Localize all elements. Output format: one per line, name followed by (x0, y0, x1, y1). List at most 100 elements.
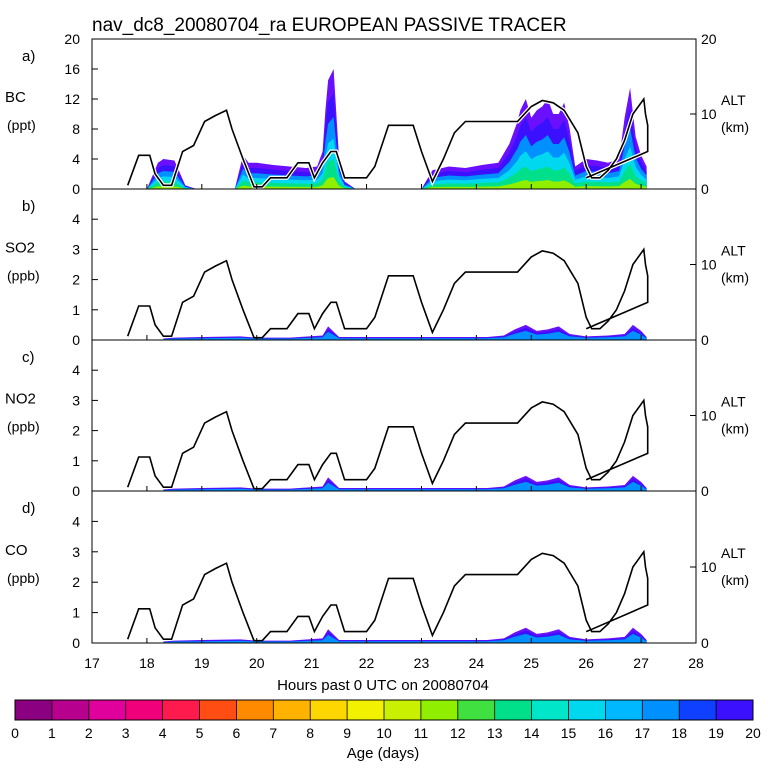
panel-no2: 0 1 2 3 4 0 10 c) NO2 (ppb) ALT (km) (5, 339, 749, 499)
alt-unit-label: (km) (721, 270, 749, 286)
alt-tick-label: 10 (701, 257, 717, 273)
y-tick-label: 12 (64, 91, 80, 107)
y-tick-label: 8 (72, 121, 80, 137)
colorbar-tick-label: 5 (196, 725, 204, 741)
x-tick-label: 27 (633, 655, 649, 671)
alt-tick-label: 0 (701, 483, 709, 499)
colorbar-cell (384, 700, 422, 720)
colorbar-tick-label: 2 (85, 725, 93, 741)
colorbar-cell (310, 700, 348, 720)
colorbar-cell (494, 700, 533, 720)
colorbar-tick-label: 6 (233, 725, 241, 741)
y-tick-label: 16 (64, 61, 80, 77)
y-tick-label: 3 (72, 544, 80, 560)
y-tick-label: 3 (72, 392, 80, 408)
colorbar-cell (125, 700, 164, 720)
colorbar-tick-label: 14 (524, 725, 540, 741)
colorbar-tick-label: 1 (48, 725, 56, 741)
alt-unit-label: (km) (721, 421, 749, 437)
alt-tick-label: 0 (701, 181, 709, 197)
panel-co: 0 1 2 3 4 0 10 d) CO (ppb) ALT (km) (5, 490, 749, 651)
colorbar-tick-label: 0 (11, 725, 19, 741)
colorbar-cell (679, 700, 717, 720)
x-axis: 17 18 19 20 21 22 23 24 25 26 27 28 (84, 655, 704, 671)
unit-label: (ppb) (7, 570, 40, 586)
colorbar-tick-label: 17 (635, 725, 651, 741)
colorbar-tick-label: 11 (414, 725, 429, 741)
y-tick-label: 1 (72, 302, 80, 318)
x-tick-label: 21 (304, 655, 320, 671)
panel-frame (91, 188, 697, 341)
colorbar-tick-label: 3 (122, 725, 130, 741)
unit-label: (ppb) (7, 419, 40, 435)
unit-label: (ppb) (7, 268, 40, 284)
alt-tick-label: 10 (701, 408, 717, 424)
colorbar-cell (273, 700, 311, 720)
colorbar-tick-label: 18 (671, 725, 687, 741)
colorbar-tick-label: 4 (159, 725, 167, 741)
x-tick-label: 19 (194, 655, 210, 671)
chart-title: nav_dc8_20080704_ra EUROPEAN PASSIVE TRA… (92, 15, 567, 36)
colorbar-cell (347, 700, 385, 720)
colorbar-cell (420, 700, 459, 720)
x-tick-label: 24 (469, 655, 485, 671)
altitude-line (126, 96, 649, 188)
y-tick-label: 1 (72, 453, 80, 469)
y-tick-label: 2 (72, 272, 80, 288)
colorbar-tick-label: 10 (376, 725, 392, 741)
x-axis-label: Hours past 0 UTC on 20080704 (277, 677, 489, 694)
y-tick-label: 4 (72, 362, 80, 378)
colorbar-tick-label: 20 (745, 725, 761, 741)
panels: 04812162001020a)BC(ppt)ALT(km)01234010b)… (5, 31, 749, 651)
alt-unit-label: (km) (721, 572, 749, 588)
alt-label: ALT (721, 545, 746, 561)
alt-label: ALT (721, 92, 746, 108)
colorbar-tick-label: 13 (487, 725, 503, 741)
colorbar-cell (605, 700, 643, 720)
y-tick-label: 20 (64, 31, 80, 47)
colorbar-cell (199, 700, 237, 720)
age-band-2 (163, 633, 647, 643)
alt-tick-label: 20 (701, 31, 717, 47)
colorbar-tick-label: 12 (450, 725, 466, 741)
x-tick-label: 22 (359, 655, 375, 671)
altitude-line (126, 398, 649, 490)
altitude-line (126, 247, 649, 339)
y-tick-label: 0 (72, 635, 80, 651)
colorbar-cell (642, 700, 680, 720)
y-tick-label: 4 (72, 513, 80, 529)
colorbar-cell (531, 700, 569, 720)
x-tick-label: 28 (688, 655, 704, 671)
unit-label: (ppt) (7, 117, 36, 133)
y-tick-label: 2 (72, 574, 80, 590)
colorbar-cell (457, 700, 496, 720)
y-tick-label: 4 (72, 211, 80, 227)
x-tick-label: 25 (523, 655, 539, 671)
species-label: SO2 (5, 240, 35, 257)
x-tick-label: 17 (84, 655, 100, 671)
y-tick-label: 0 (72, 332, 80, 348)
alt-tick-label: 0 (701, 635, 709, 651)
y-tick-label: 2 (72, 423, 80, 439)
age-band-5 (127, 177, 647, 189)
age-band-2 (163, 481, 647, 491)
x-tick-label: 26 (578, 655, 594, 671)
alt-tick-label: 0 (701, 332, 709, 348)
colorbar-label: Age (days) (347, 745, 420, 762)
y-tick-label: 0 (72, 483, 80, 499)
altitude-line (126, 549, 649, 642)
colorbar-tick-label: 8 (306, 725, 314, 741)
species-label: BC (5, 89, 26, 106)
panel-letter: b) (22, 198, 35, 215)
panel-letter: a) (22, 48, 35, 65)
alt-tick-label: 10 (701, 106, 717, 122)
colorbar-cell (162, 700, 200, 720)
x-tick-label: 23 (414, 655, 430, 671)
colorbar-cell (568, 700, 606, 720)
colorbar-tick-label: 15 (561, 725, 577, 741)
colorbar-cell (716, 700, 754, 720)
alt-unit-label: (km) (721, 119, 749, 135)
panel-frame (91, 339, 697, 492)
age-colorbar: 0 1 2 3 4 5 6 7 8 9 10 11 12 13 14 15 16 17 18 19 20 (11, 699, 761, 741)
